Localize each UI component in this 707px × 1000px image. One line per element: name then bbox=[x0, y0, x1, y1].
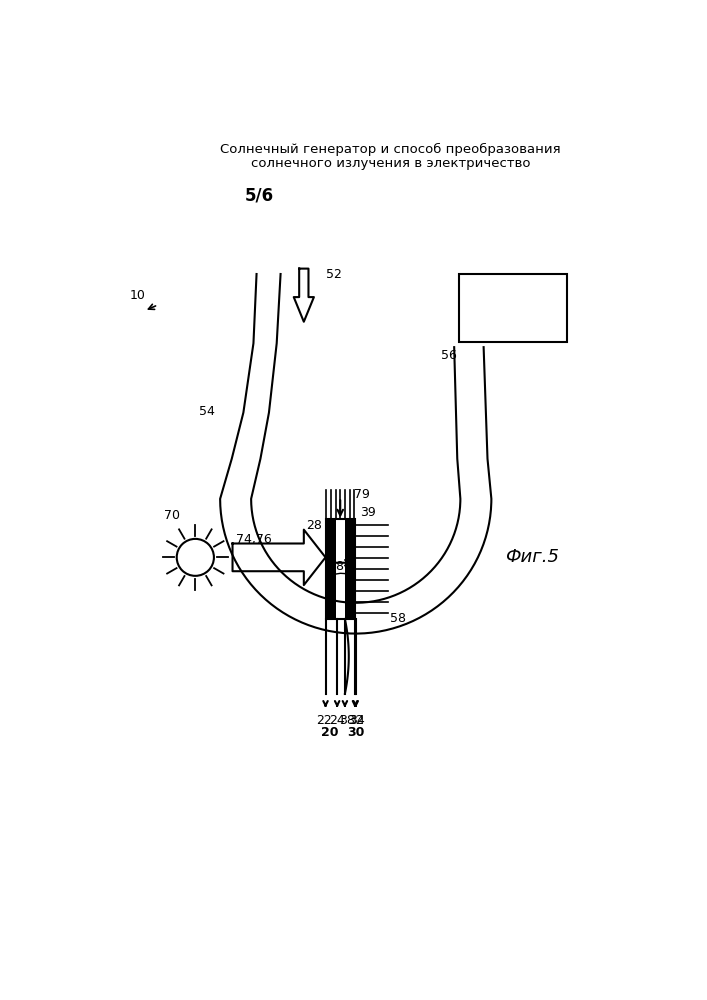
Text: 30: 30 bbox=[347, 726, 364, 739]
Text: 54: 54 bbox=[199, 405, 215, 418]
Bar bbox=[325, 519, 336, 619]
Text: Солнечный генератор и способ преобразования: Солнечный генератор и способ преобразова… bbox=[221, 143, 561, 156]
Text: 5/6: 5/6 bbox=[245, 186, 274, 204]
Bar bbox=[345, 519, 355, 619]
Text: 20: 20 bbox=[321, 726, 338, 739]
Text: 70: 70 bbox=[164, 509, 180, 522]
Text: 34: 34 bbox=[349, 714, 366, 727]
Text: 22: 22 bbox=[316, 714, 332, 727]
Text: солнечного излучения в электричество: солнечного излучения в электричество bbox=[251, 157, 530, 170]
Text: 10: 10 bbox=[129, 289, 145, 302]
Circle shape bbox=[177, 539, 214, 576]
Text: Фиг.5: Фиг.5 bbox=[506, 548, 559, 566]
Text: 32: 32 bbox=[348, 714, 363, 727]
Text: 56: 56 bbox=[441, 349, 457, 362]
Bar bbox=[459, 274, 567, 342]
Text: 79: 79 bbox=[354, 488, 370, 501]
Text: 74,76: 74,76 bbox=[236, 533, 272, 546]
Text: 28: 28 bbox=[305, 519, 322, 532]
Text: 52: 52 bbox=[325, 267, 341, 280]
Text: 38: 38 bbox=[339, 714, 355, 727]
Bar bbox=[325, 519, 355, 619]
Text: 78: 78 bbox=[328, 560, 344, 573]
Text: 58: 58 bbox=[390, 612, 406, 625]
Text: 39: 39 bbox=[360, 506, 375, 519]
Text: 24: 24 bbox=[329, 714, 345, 727]
